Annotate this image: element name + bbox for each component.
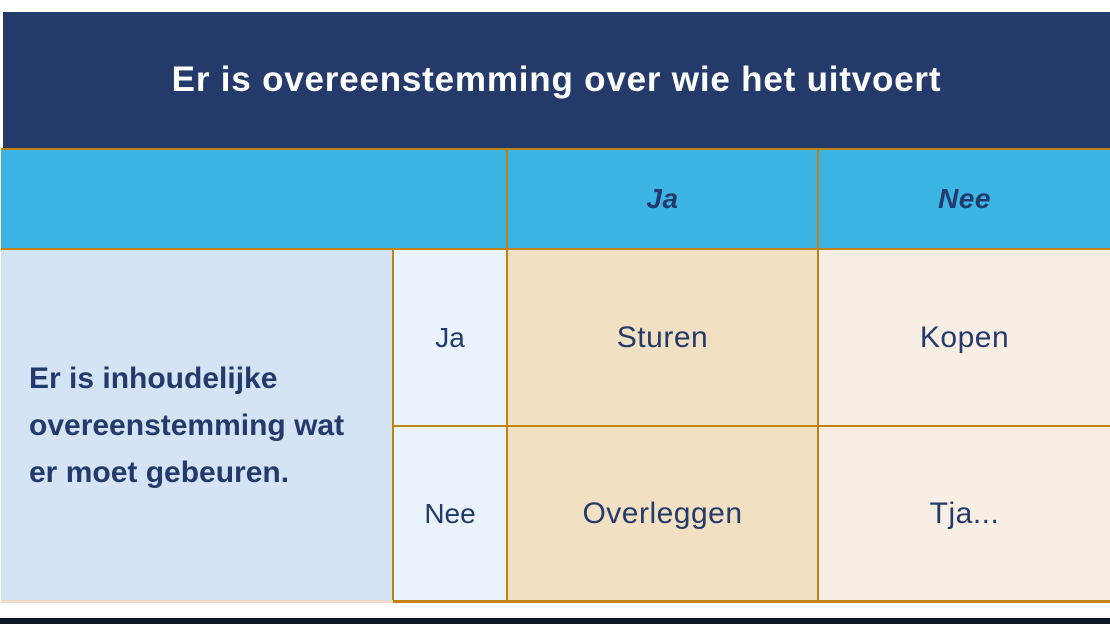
decision-matrix: Ja Nee Er is inhoudelijke overeenstemmin… <box>1 148 1110 603</box>
row-label-ja: Ja <box>394 250 506 425</box>
matrix-cell-nee-nee: Tja... <box>819 427 1110 600</box>
column-header-ja: Ja <box>508 150 817 248</box>
matrix-cell-ja-nee: Kopen <box>819 250 1110 425</box>
row-axis-question-cell: Er is inhoudelijke overeenstemming wat e… <box>1 250 392 600</box>
row-label-nee: Nee <box>394 427 506 600</box>
slide-title-bar: Er is overeenstemming over wie het uitvo… <box>3 12 1110 148</box>
matrix-corner-cell <box>1 150 506 248</box>
matrix-cell-nee-ja: Overleggen <box>508 427 817 600</box>
matrix-cell-ja-ja: Sturen <box>508 250 817 425</box>
column-header-nee: Nee <box>819 150 1110 248</box>
faint-bottom-border <box>1 600 393 603</box>
slide-title: Er is overeenstemming over wie het uitvo… <box>171 60 942 99</box>
bottom-bar <box>0 618 1110 624</box>
